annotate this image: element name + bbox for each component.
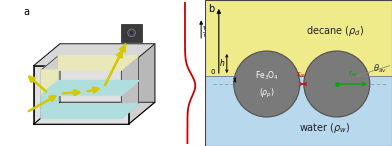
Text: decane ($\rho_d$): decane ($\rho_d$): [306, 24, 364, 38]
Polygon shape: [34, 44, 155, 66]
Circle shape: [234, 51, 300, 117]
Polygon shape: [34, 66, 129, 124]
Text: a: a: [24, 7, 29, 17]
Circle shape: [127, 28, 136, 38]
Circle shape: [130, 31, 133, 34]
Circle shape: [129, 30, 134, 36]
Text: Fe$_3$O$_4$: Fe$_3$O$_4$: [255, 70, 279, 82]
Polygon shape: [121, 56, 138, 118]
Polygon shape: [34, 44, 60, 124]
Polygon shape: [129, 44, 155, 124]
Text: 0: 0: [211, 69, 215, 75]
Polygon shape: [41, 81, 138, 95]
Text: $s_{av}$: $s_{av}$: [296, 71, 308, 80]
Text: water ($\rho_w$): water ($\rho_w$): [299, 121, 351, 135]
Text: N: N: [216, 0, 222, 2]
Polygon shape: [41, 104, 138, 118]
Circle shape: [304, 51, 370, 117]
Text: b: b: [208, 4, 214, 14]
FancyBboxPatch shape: [121, 24, 142, 42]
Polygon shape: [41, 56, 58, 118]
Polygon shape: [34, 102, 155, 124]
Polygon shape: [41, 56, 138, 95]
Text: $\rho(z)$: $\rho(z)$: [202, 23, 212, 38]
Text: $h_{av}$: $h_{av}$: [236, 78, 248, 88]
Text: $r_{av}$: $r_{av}$: [348, 69, 359, 79]
Polygon shape: [41, 81, 138, 95]
Bar: [205, 76, 392, 146]
Polygon shape: [41, 81, 138, 118]
Text: h: h: [220, 59, 225, 68]
Bar: [205, 0, 392, 76]
Text: ($\rho_p$): ($\rho_p$): [259, 86, 275, 100]
Text: $\theta_{av}$: $\theta_{av}$: [372, 62, 387, 75]
